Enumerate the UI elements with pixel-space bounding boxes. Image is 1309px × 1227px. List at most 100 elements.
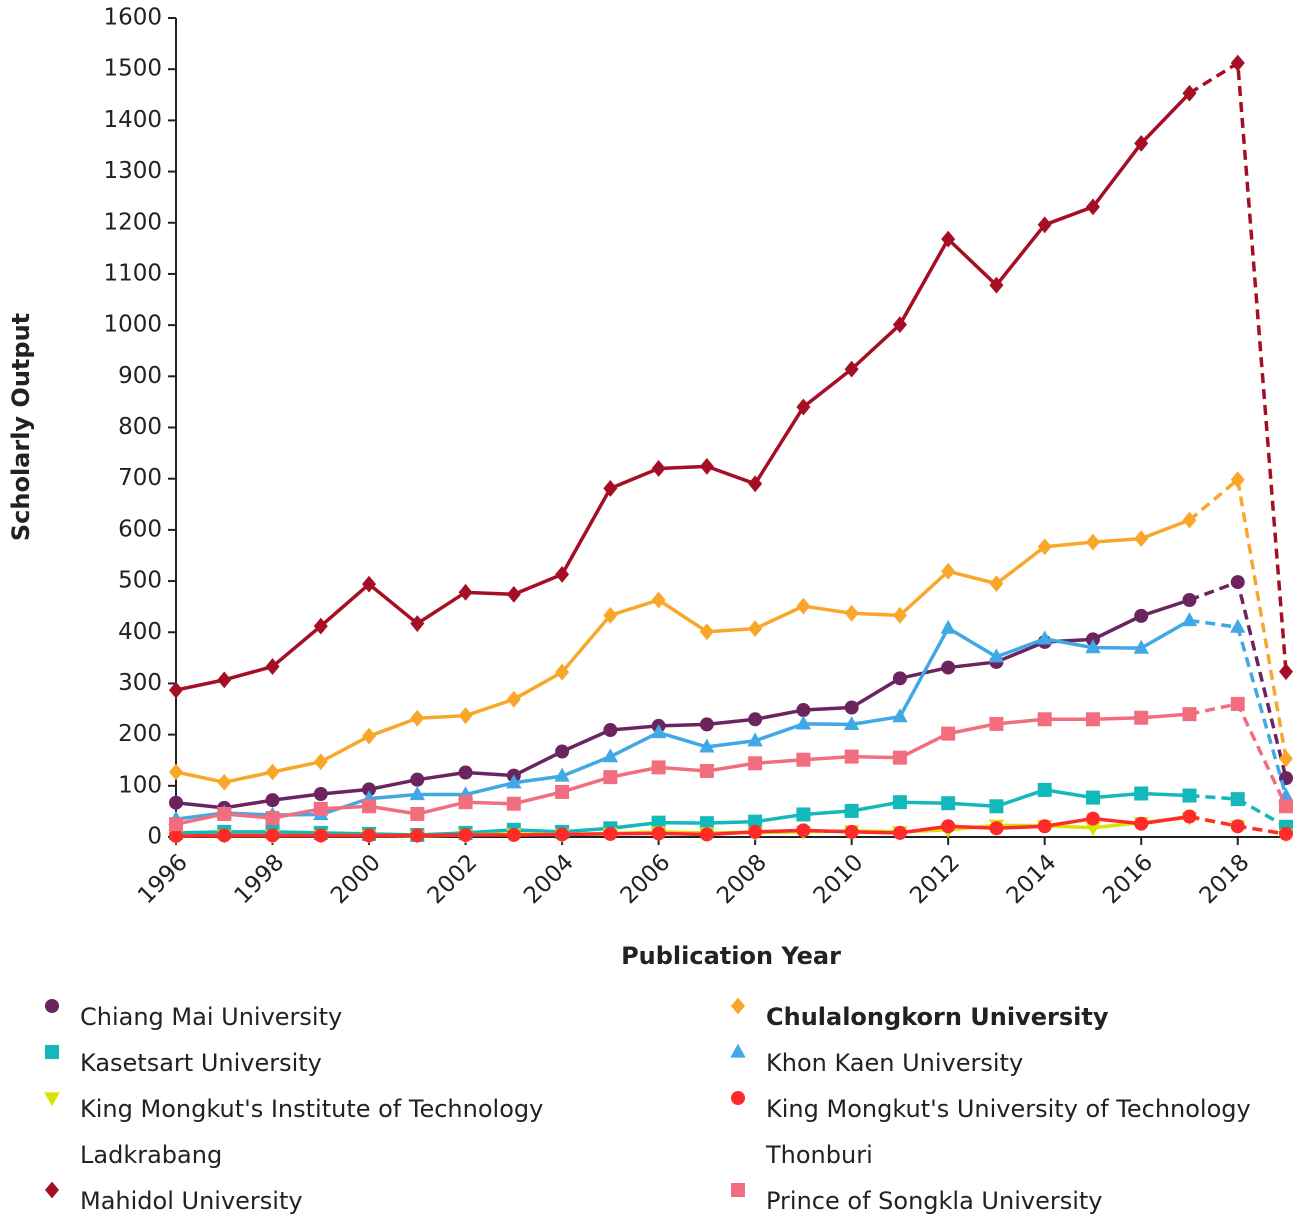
marker [796, 597, 811, 615]
marker [844, 749, 859, 764]
legend-marker [730, 1043, 746, 1058]
marker [362, 575, 377, 593]
marker [1230, 471, 1245, 489]
marker [796, 703, 811, 718]
marker [699, 717, 714, 732]
series [169, 54, 1293, 699]
marker [892, 750, 907, 765]
marker [458, 765, 473, 780]
y-tick-label: 1600 [103, 5, 162, 31]
marker [699, 816, 714, 831]
marker [1182, 593, 1197, 608]
marker [650, 724, 667, 739]
marker [748, 824, 763, 839]
marker [265, 763, 280, 781]
marker [555, 784, 570, 799]
marker [313, 753, 328, 771]
marker [1085, 533, 1100, 551]
legend-label: King Mongkut's Institute of Technology L… [80, 1095, 544, 1169]
x-tick-label: 2018 [1195, 849, 1255, 909]
line [175, 814, 1190, 838]
x-tick-label: 2016 [1098, 849, 1158, 909]
legend-item: Chiang Mai University [38, 994, 724, 1040]
marker [1230, 575, 1245, 590]
marker [651, 760, 666, 775]
marker [555, 827, 570, 842]
marker [1230, 618, 1246, 633]
y-tick-label: 800 [118, 414, 162, 440]
legend-label: Chulalongkorn University [766, 1003, 1109, 1031]
y-tick-label: 600 [118, 516, 162, 542]
marker [1037, 819, 1052, 834]
marker [265, 811, 280, 826]
series [169, 809, 1293, 843]
marker [989, 276, 1004, 294]
x-tick-label: 2006 [616, 849, 676, 909]
marker [1037, 538, 1052, 556]
marker [1134, 816, 1149, 831]
marker [362, 799, 377, 814]
marker [1085, 811, 1100, 826]
marker [941, 230, 956, 248]
marker [1085, 712, 1100, 727]
marker [603, 826, 618, 841]
marker [217, 806, 232, 821]
marker [941, 796, 956, 811]
marker [1182, 788, 1197, 803]
marker [1037, 712, 1052, 727]
marker [1134, 135, 1149, 152]
y-tick-label: 1400 [103, 107, 162, 133]
line [175, 518, 1191, 784]
marker [651, 815, 666, 830]
marker [1134, 786, 1149, 801]
marker [941, 562, 956, 580]
marker [410, 806, 425, 821]
legend-item: Prince of Songkla University [724, 1178, 1304, 1224]
marker [602, 748, 619, 763]
marker [169, 817, 183, 832]
marker [1230, 696, 1245, 711]
marker [1182, 84, 1197, 102]
legend-marker [731, 997, 745, 1015]
line [175, 92, 1191, 692]
x-tick-label: 2010 [809, 849, 869, 909]
marker [1279, 799, 1293, 814]
legend-label: King Mongkut's University of Technology … [766, 1095, 1251, 1169]
marker [603, 606, 618, 624]
marker [555, 744, 570, 759]
marker [699, 763, 714, 778]
marker [651, 826, 666, 841]
marker [313, 828, 328, 843]
marker [796, 752, 811, 767]
marker [506, 690, 521, 708]
marker [892, 671, 907, 686]
marker [651, 591, 666, 609]
marker [603, 770, 618, 785]
marker [265, 658, 280, 675]
line [1188, 477, 1288, 759]
marker [796, 398, 811, 416]
series [169, 575, 1293, 815]
marker [362, 727, 377, 745]
y-tick-label: 200 [118, 721, 162, 747]
marker [941, 819, 956, 834]
legend-label: Prince of Songkla University [766, 1187, 1103, 1215]
marker [892, 795, 907, 810]
legend-symbol [45, 1045, 59, 1059]
marker [844, 360, 859, 378]
marker [313, 801, 328, 816]
x-tick-label: 2000 [326, 849, 386, 909]
marker [265, 828, 280, 843]
marker [892, 606, 907, 624]
marker [169, 828, 183, 843]
marker [506, 827, 521, 842]
marker [217, 773, 232, 791]
marker [362, 782, 377, 797]
marker [1085, 198, 1100, 216]
line [175, 598, 1191, 810]
marker [362, 828, 377, 843]
y-tick-label: 100 [118, 772, 162, 798]
marker [555, 663, 570, 681]
marker [555, 566, 570, 583]
